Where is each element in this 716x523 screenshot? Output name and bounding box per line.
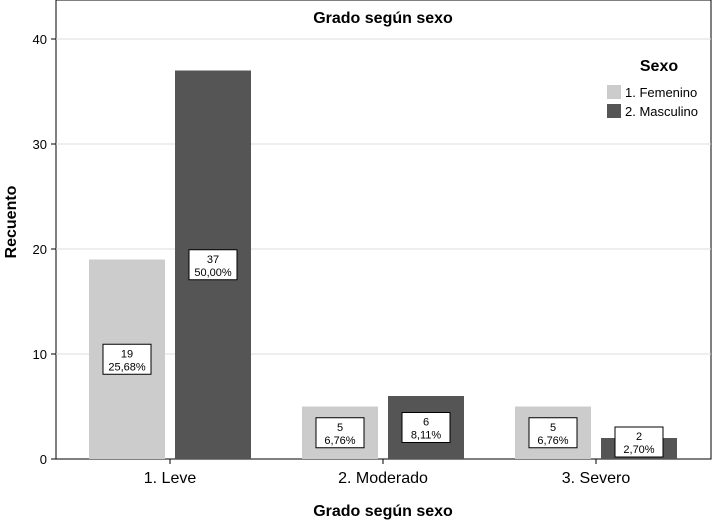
- x-tick-label: 3. Severo: [562, 470, 631, 487]
- x-ticks: 1. Leve 2. Moderado 3. Severo: [144, 459, 631, 487]
- x-tick-label: 2. Moderado: [338, 470, 428, 487]
- chart-title: Grado según sexo: [313, 10, 453, 27]
- data-label-percent: 50,00%: [194, 267, 232, 279]
- data-label-box: [188, 249, 238, 281]
- data-label-count: 19: [121, 348, 133, 360]
- plot-frame: [55, 0, 712, 460]
- data-label-count: 5: [550, 422, 556, 434]
- y-ticks: 0 10 20 30 40: [33, 32, 56, 467]
- legend-label: 1. Femenino: [625, 85, 697, 100]
- data-label-count: 37: [207, 254, 219, 266]
- data-label-box: [315, 417, 365, 449]
- y-tick-label: 10: [33, 347, 47, 362]
- y-axis-title: Recuento: [3, 185, 20, 258]
- data-label-box: [614, 426, 664, 458]
- data-label-percent: 6,76%: [537, 435, 568, 447]
- data-label-box: [102, 343, 152, 375]
- legend-label: 2. Masculino: [625, 104, 698, 119]
- data-label-percent: 25,68%: [108, 361, 146, 373]
- y-tick-label: 20: [33, 242, 47, 257]
- legend-swatch: [607, 85, 621, 99]
- gridlines: [56, 38, 711, 355]
- data-label-count: 2: [636, 431, 642, 443]
- legend: Sexo 1. Femenino 2. Masculino: [607, 58, 698, 119]
- data-label-count: 5: [337, 422, 343, 434]
- data-label-count: 6: [423, 417, 429, 429]
- y-tick-label: 0: [40, 452, 47, 467]
- data-label-box: [401, 412, 451, 443]
- data-label-percent: 2,70%: [623, 444, 654, 456]
- data-label-percent: 6,76%: [324, 435, 355, 447]
- y-tick-label: 30: [33, 137, 47, 152]
- x-axis-title: Grado según sexo: [313, 503, 453, 520]
- legend-title: Sexo: [640, 58, 678, 75]
- x-tick-label: 1. Leve: [144, 470, 197, 487]
- data-label-box: [528, 417, 578, 449]
- y-tick-label: 40: [33, 32, 47, 47]
- data-label-percent: 8,11%: [411, 430, 442, 442]
- legend-swatch: [607, 104, 621, 118]
